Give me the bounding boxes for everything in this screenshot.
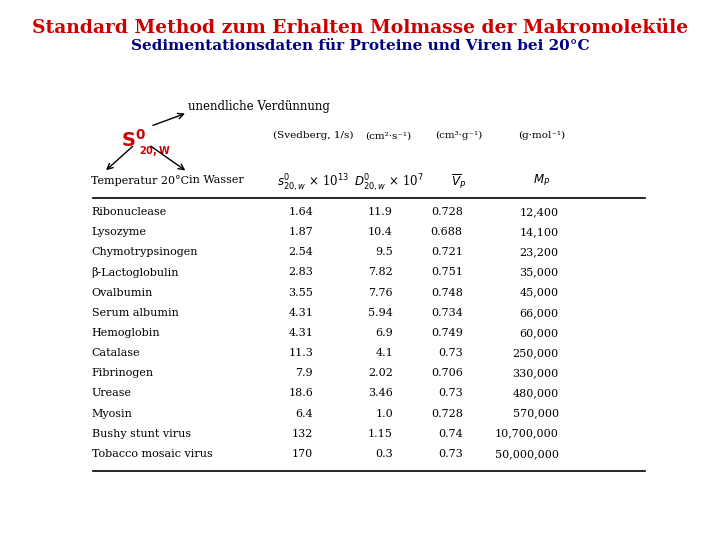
Text: 0.706: 0.706 xyxy=(431,368,463,378)
Text: 60,000: 60,000 xyxy=(520,328,559,338)
Text: 6.4: 6.4 xyxy=(295,408,313,418)
Text: 10.4: 10.4 xyxy=(368,227,393,237)
Text: 0.748: 0.748 xyxy=(431,288,463,298)
Text: 480,000: 480,000 xyxy=(513,388,559,399)
Text: (Svedberg, 1/s): (Svedberg, 1/s) xyxy=(273,131,354,140)
Text: Chymotrypsinogen: Chymotrypsinogen xyxy=(91,247,198,257)
Text: 7.9: 7.9 xyxy=(296,368,313,378)
Text: $\mathbf{_{20,W}}$: $\mathbf{_{20,W}}$ xyxy=(139,145,171,160)
Text: 4.31: 4.31 xyxy=(288,308,313,318)
Text: Standard Method zum Erhalten Molmasse der Makromoleküle: Standard Method zum Erhalten Molmasse de… xyxy=(32,19,688,37)
Text: 4.1: 4.1 xyxy=(375,348,393,358)
Text: 14,100: 14,100 xyxy=(520,227,559,237)
Text: Bushy stunt virus: Bushy stunt virus xyxy=(91,429,191,438)
Text: in Wasser: in Wasser xyxy=(189,175,244,185)
Text: 0.688: 0.688 xyxy=(431,227,463,237)
Text: 9.5: 9.5 xyxy=(375,247,393,257)
Text: 0.728: 0.728 xyxy=(431,408,463,418)
Text: 1.15: 1.15 xyxy=(368,429,393,438)
Text: 66,000: 66,000 xyxy=(520,308,559,318)
Text: 45,000: 45,000 xyxy=(520,288,559,298)
Text: 0.74: 0.74 xyxy=(438,429,463,438)
Text: 2.02: 2.02 xyxy=(368,368,393,378)
Text: 3.55: 3.55 xyxy=(288,288,313,298)
Text: $s^0_{20,w}$ × 10$^{13}$: $s^0_{20,w}$ × 10$^{13}$ xyxy=(277,173,349,194)
Text: 0.3: 0.3 xyxy=(375,449,393,459)
Text: $D^0_{20,w}$ × 10$^7$: $D^0_{20,w}$ × 10$^7$ xyxy=(354,173,423,194)
Text: unendliche Verdünnung: unendliche Verdünnung xyxy=(188,100,330,113)
Text: 2.54: 2.54 xyxy=(288,247,313,257)
Text: 23,200: 23,200 xyxy=(520,247,559,257)
Text: 6.9: 6.9 xyxy=(375,328,393,338)
Text: 0.751: 0.751 xyxy=(431,267,463,278)
Text: Serum albumin: Serum albumin xyxy=(91,308,179,318)
Text: 11.3: 11.3 xyxy=(288,348,313,358)
Text: Catalase: Catalase xyxy=(91,348,140,358)
Text: 7.82: 7.82 xyxy=(368,267,393,278)
Text: 7.76: 7.76 xyxy=(369,288,393,298)
Text: 0.73: 0.73 xyxy=(438,348,463,358)
Text: (g·mol⁻¹): (g·mol⁻¹) xyxy=(518,131,565,140)
Text: $\overline{V}_P$: $\overline{V}_P$ xyxy=(451,173,466,191)
Text: 4.31: 4.31 xyxy=(288,328,313,338)
Text: 570,000: 570,000 xyxy=(513,408,559,418)
Text: $M_P$: $M_P$ xyxy=(534,173,551,188)
Text: 1.64: 1.64 xyxy=(288,207,313,217)
Text: (cm²·s⁻¹): (cm²·s⁻¹) xyxy=(366,131,412,140)
Text: 0.721: 0.721 xyxy=(431,247,463,257)
Text: Lysozyme: Lysozyme xyxy=(91,227,147,237)
Text: 10,700,000: 10,700,000 xyxy=(495,429,559,438)
Text: 132: 132 xyxy=(292,429,313,438)
Text: β-Lactoglobulin: β-Lactoglobulin xyxy=(91,267,179,279)
Text: 1.87: 1.87 xyxy=(289,227,313,237)
Text: Tobacco mosaic virus: Tobacco mosaic virus xyxy=(91,449,212,459)
Text: Fibrinogen: Fibrinogen xyxy=(91,368,154,378)
Text: 0.73: 0.73 xyxy=(438,388,463,399)
Text: 18.6: 18.6 xyxy=(288,388,313,399)
Text: (cm³·g⁻¹): (cm³·g⁻¹) xyxy=(435,131,482,140)
Text: Hemoglobin: Hemoglobin xyxy=(91,328,161,338)
Text: 1.0: 1.0 xyxy=(375,408,393,418)
Text: Temperatur 20°C: Temperatur 20°C xyxy=(91,175,189,186)
Text: 0.728: 0.728 xyxy=(431,207,463,217)
Text: 5.94: 5.94 xyxy=(368,308,393,318)
Text: Ribonuclease: Ribonuclease xyxy=(91,207,167,217)
Text: 12,400: 12,400 xyxy=(520,207,559,217)
Text: Sedimentationsdaten für Proteine und Viren bei 20°C: Sedimentationsdaten für Proteine und Vir… xyxy=(131,39,589,53)
Text: 35,000: 35,000 xyxy=(520,267,559,278)
Text: 50,000,000: 50,000,000 xyxy=(495,449,559,459)
Text: 11.9: 11.9 xyxy=(368,207,393,217)
Text: $\mathbf{S^0}$: $\mathbf{S^0}$ xyxy=(121,129,145,151)
Text: 0.749: 0.749 xyxy=(431,328,463,338)
Text: Ovalbumin: Ovalbumin xyxy=(91,288,153,298)
Text: 3.46: 3.46 xyxy=(368,388,393,399)
Text: Urease: Urease xyxy=(91,388,132,399)
Text: Myosin: Myosin xyxy=(91,408,132,418)
Text: 330,000: 330,000 xyxy=(513,368,559,378)
Text: 250,000: 250,000 xyxy=(513,348,559,358)
Text: 170: 170 xyxy=(292,449,313,459)
Text: 2.83: 2.83 xyxy=(288,267,313,278)
Text: 0.73: 0.73 xyxy=(438,449,463,459)
Text: 0.734: 0.734 xyxy=(431,308,463,318)
